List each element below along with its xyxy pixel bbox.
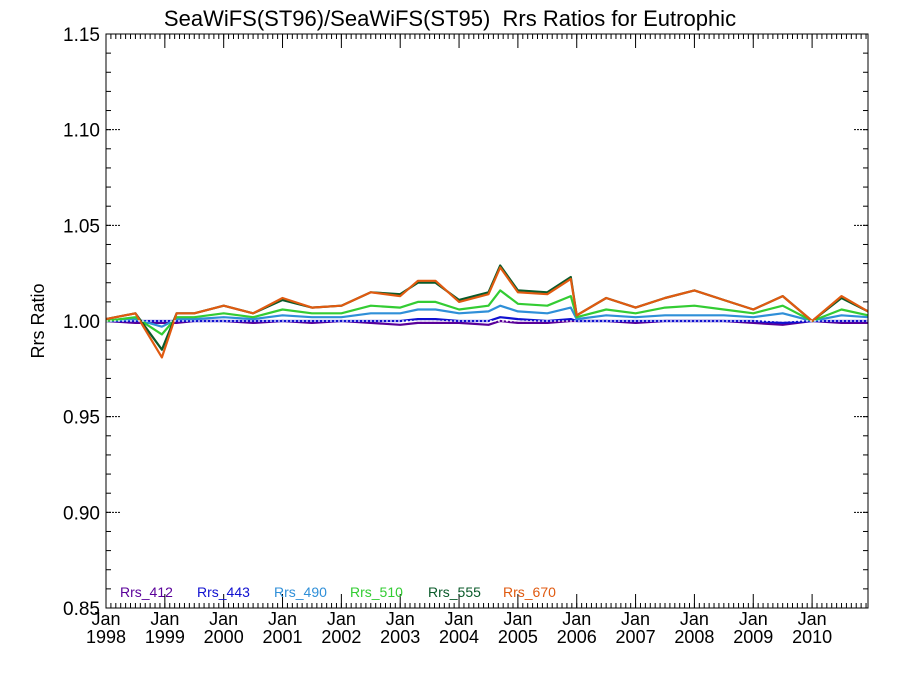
- y-axis-label: Rrs Ratio: [28, 283, 48, 358]
- legend-item-rrs-555: Rrs_555: [428, 584, 481, 600]
- x-tick-label-year: 2007: [616, 627, 656, 647]
- x-tick-label-year: 2003: [380, 627, 420, 647]
- plot-frame: [105, 33, 869, 609]
- x-tick-label-month: Jan: [739, 609, 768, 629]
- y-tick-label: 1.05: [63, 216, 100, 237]
- series-line-rrs-490: [105, 304, 869, 328]
- x-tick-label-month: Jan: [562, 609, 591, 629]
- x-tick-label-year: 2006: [557, 627, 597, 647]
- series-line-rrs-670: [105, 266, 869, 359]
- chart-title: SeaWiFS(ST96)/SeaWiFS(ST95) Rrs Ratios f…: [163, 6, 737, 31]
- y-tick-label: 1.15: [63, 25, 100, 46]
- legend: Rrs_412 Rrs_443 Rrs_490 Rrs_510 Rrs_555 Rrs_6…: [120, 584, 556, 600]
- x-tick-label-month: Jan: [798, 609, 827, 629]
- legend-item-rrs-490: Rrs_490: [274, 584, 327, 600]
- x-tick-label-year: 1999: [145, 627, 185, 647]
- y-tick-label: 1.00: [63, 312, 100, 333]
- x-tick-label-year: 2000: [204, 627, 244, 647]
- tick-layer: [105, 33, 868, 609]
- x-tick-label-month: Jan: [445, 609, 474, 629]
- x-tick-label-month: Jan: [680, 609, 709, 629]
- x-tick-label-month: Jan: [150, 609, 179, 629]
- x-tick-label-month: Jan: [386, 609, 415, 629]
- y-tick-label: 0.95: [63, 408, 100, 429]
- x-tick-label-year: 2010: [792, 627, 832, 647]
- x-axis: Jan1998Jan1999Jan2000Jan2001Jan2002Jan20…: [86, 609, 832, 647]
- x-tick-label-month: Jan: [621, 609, 650, 629]
- x-tick-label-month: Jan: [268, 609, 297, 629]
- x-tick-label-year: 2005: [498, 627, 538, 647]
- series-line-rrs-510: [105, 289, 869, 336]
- y-axis: 0.85 0.90 0.95 1.00 1.05 1.10 1.15: [63, 25, 100, 620]
- x-tick-label-month: Jan: [503, 609, 532, 629]
- x-tick-label-year: 2001: [263, 627, 303, 647]
- x-tick-label-year: 2004: [439, 627, 479, 647]
- x-tick-label-year: 2009: [733, 627, 773, 647]
- x-tick-label-month: Jan: [91, 609, 120, 629]
- y-tick-label: 0.90: [63, 503, 100, 524]
- series-layer: [105, 264, 869, 359]
- legend-item-rrs-670: Rrs_670: [503, 584, 556, 600]
- legend-item-rrs-412: Rrs_412: [120, 584, 173, 600]
- legend-item-rrs-510: Rrs_510: [350, 584, 403, 600]
- x-tick-label-year: 1998: [86, 627, 126, 647]
- x-tick-label-year: 2008: [674, 627, 714, 647]
- x-tick-label-month: Jan: [327, 609, 356, 629]
- x-tick-label-month: Jan: [209, 609, 238, 629]
- x-tick-label-year: 2002: [321, 627, 361, 647]
- y-tick-label: 0.85: [63, 599, 100, 620]
- y-tick-label: 1.10: [63, 121, 100, 142]
- legend-item-rrs-443: Rrs_443: [197, 584, 250, 600]
